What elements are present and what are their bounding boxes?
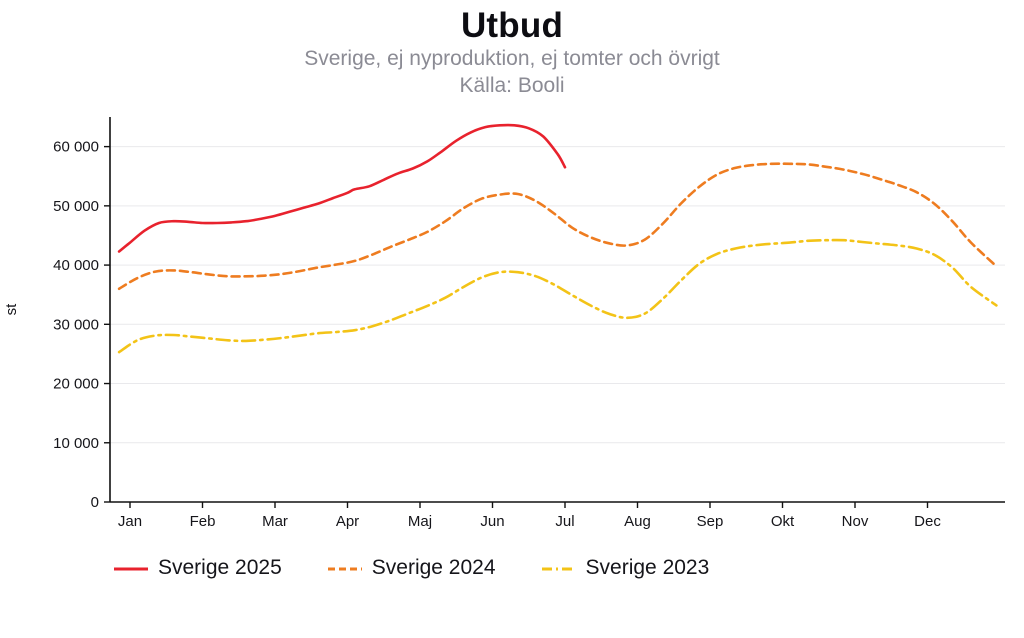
series-line-sverige-2023 (117, 238, 998, 354)
chart-source: Källa: Booli (459, 73, 565, 97)
x-tick-label: Okt (771, 513, 795, 530)
legend-label: Sverige 2023 (585, 555, 710, 579)
x-tick-label: Aug (624, 513, 651, 530)
legend-swatch-sverige-2023 (541, 567, 576, 571)
x-tick-label: Mar (262, 513, 288, 530)
x-tick-label: Maj (408, 513, 432, 530)
y-tick-label: 40 000 (53, 257, 99, 274)
x-tick-label: Dec (914, 513, 941, 530)
x-tick-label: Jun (480, 513, 504, 530)
line-chart: 0 10 000 20 000 30 000 40 000 50 000 60 000 Jan… (3, 116, 1005, 530)
y-tick-label: 10 000 (53, 435, 99, 452)
x-tick-label: Sep (697, 513, 724, 530)
chart-page: Utbud Sverige, ej nyproduktion, ej tomte… (0, 6, 1024, 638)
chart-legend: Sverige 2025 Sverige 2024 Sverige 2023 (112, 556, 1024, 580)
legend-item-sverige-2023: Sverige 2023 (540, 555, 710, 580)
legend-item-sverige-2024: Sverige 2024 (326, 556, 496, 580)
legend-swatch-sverige-2024 (327, 567, 362, 571)
y-axis-title: st (3, 303, 20, 316)
x-tick-label: Feb (190, 513, 216, 530)
chart-area: 0 10 000 20 000 30 000 40 000 50 000 60 000 Jan… (0, 104, 1024, 534)
x-tick-label: Apr (336, 513, 359, 530)
x-tick-label: Nov (842, 513, 869, 530)
legend-swatch-sverige-2025 (114, 567, 148, 571)
y-tick-label: 0 (91, 494, 99, 511)
series-line-sverige-2025 (117, 123, 567, 253)
legend-label: Sverige 2025 (158, 555, 282, 579)
x-tick-label: Jan (118, 513, 142, 530)
legend-label: Sverige 2024 (371, 555, 496, 579)
legend-item-sverige-2025: Sverige 2025 (112, 556, 282, 580)
y-tick-label: 20 000 (53, 375, 99, 392)
chart-title: Utbud (460, 6, 564, 45)
chart-subtitle: Sverige, ej nyproduktion, ej tomter och … (304, 47, 720, 70)
series-line-sverige-2024 (117, 162, 998, 290)
y-tick-label: 60 000 (53, 138, 99, 155)
y-tick-label: 30 000 (53, 316, 99, 333)
x-tick-label: Jul (555, 513, 574, 530)
y-tick-label: 50 000 (53, 198, 99, 215)
